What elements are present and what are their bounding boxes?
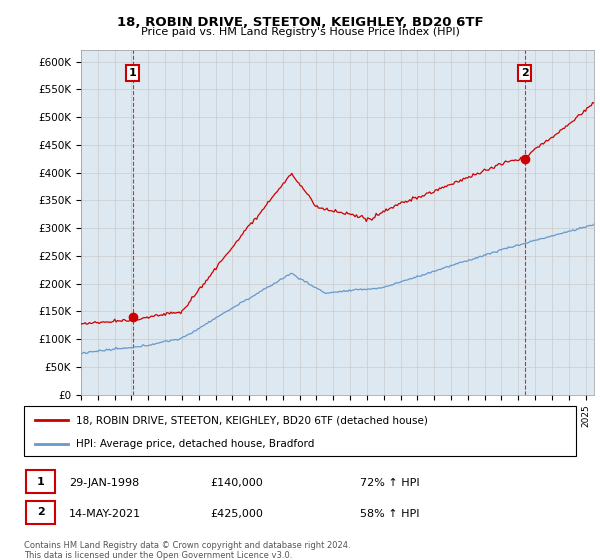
Bar — [26, 501, 55, 524]
Text: 18, ROBIN DRIVE, STEETON, KEIGHLEY, BD20 6TF (detached house): 18, ROBIN DRIVE, STEETON, KEIGHLEY, BD20… — [76, 415, 428, 425]
Text: 18, ROBIN DRIVE, STEETON, KEIGHLEY, BD20 6TF: 18, ROBIN DRIVE, STEETON, KEIGHLEY, BD20… — [116, 16, 484, 29]
Text: £140,000: £140,000 — [210, 478, 263, 488]
Text: 14-MAY-2021: 14-MAY-2021 — [69, 508, 141, 519]
Text: £425,000: £425,000 — [210, 508, 263, 519]
Bar — [26, 470, 55, 493]
Text: 1: 1 — [129, 68, 137, 78]
Text: 2: 2 — [521, 68, 529, 78]
Text: HPI: Average price, detached house, Bradford: HPI: Average price, detached house, Brad… — [76, 439, 315, 449]
Text: Contains HM Land Registry data © Crown copyright and database right 2024.
This d: Contains HM Land Registry data © Crown c… — [24, 541, 350, 560]
Text: 58% ↑ HPI: 58% ↑ HPI — [360, 508, 419, 519]
Text: 1: 1 — [37, 477, 44, 487]
Text: 29-JAN-1998: 29-JAN-1998 — [69, 478, 139, 488]
Text: Price paid vs. HM Land Registry's House Price Index (HPI): Price paid vs. HM Land Registry's House … — [140, 27, 460, 37]
Text: 72% ↑ HPI: 72% ↑ HPI — [360, 478, 419, 488]
Text: 2: 2 — [37, 507, 44, 517]
